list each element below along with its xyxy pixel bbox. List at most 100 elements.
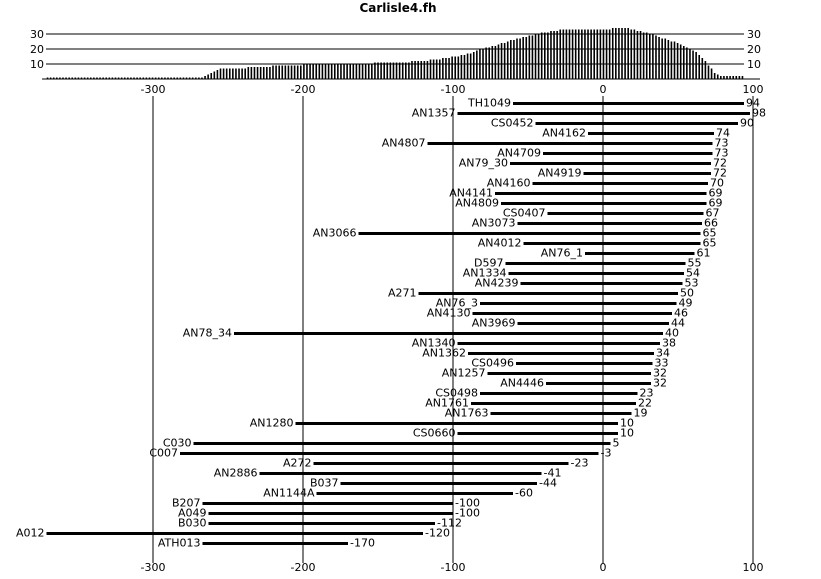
range-bar-end-value: 69 [709,187,723,200]
range-bar-end-value: -44 [539,477,557,490]
range-bar-end-value: 53 [685,277,699,290]
range-bar-label: AN2886 [214,467,258,480]
range-bar-label: C030 [163,437,192,450]
range-bar-end-value: 69 [709,197,723,210]
bottom-axis-tick-label: -200 [291,561,316,574]
range-bar-end-value: 19 [634,407,648,420]
top-axis-tick-label: 0 [600,83,607,96]
range-bar-label: AN4130 [427,307,471,320]
histogram-tick-label-left: 30 [30,28,44,41]
range-bar-label: CS0452 [491,117,534,130]
range-bar-end-value: -100 [455,497,480,510]
range-bar-end-value: 32 [653,377,667,390]
histogram-tick-label-left: 10 [30,58,44,71]
range-bar-label: D597 [474,257,503,270]
range-bar-end-value: 74 [716,127,730,140]
range-bar-label: AN1362 [422,347,466,360]
top-axis-tick-label: -100 [441,83,466,96]
range-bar-label: A049 [178,507,207,520]
range-bar-label: AN3073 [472,217,516,230]
range-bar-label: AN1334 [463,267,507,280]
range-bar-end-value: 61 [697,247,711,260]
range-bar-end-value: 46 [674,307,688,320]
range-bar-label: TH1049 [467,97,511,110]
top-axis: -300 -200 -100 0 100 [42,78,764,96]
range-bar-end-value: -23 [571,457,589,470]
range-bar-end-value: 5 [613,437,620,450]
histogram-bars [46,28,744,79]
range-bar-label: CS0660 [413,427,456,440]
range-bar-label: AN76_1 [541,247,583,260]
range-bar-end-value: -100 [455,507,480,520]
bottom-axis-tick-label: -100 [441,561,466,574]
range-bar-end-value: 38 [662,337,676,350]
range-bars: TH1049 94 AN1357 98 CS0452 90 AN4162 74 AN4807 73… [16,97,766,550]
range-bar-label: AN1280 [250,417,294,430]
range-bar-end-value: 40 [665,327,679,340]
range-bar-label: AN4012 [478,237,522,250]
histogram-tick-label-left: 20 [30,43,44,56]
range-bar-end-value: 72 [713,167,727,180]
range-bar-label: AN1763 [445,407,489,420]
range-bar-label: CS0407 [503,207,546,220]
range-bar-end-value: 55 [688,257,702,270]
range-bar-end-value: 50 [680,287,694,300]
range-bar-label: AN78_34 [183,327,232,340]
range-bar-label: AN4919 [538,167,582,180]
range-bar-end-value: -112 [437,517,462,530]
range-bar-end-value: -170 [350,537,375,550]
range-bar-label: CS0498 [435,387,478,400]
range-bar-end-value: 32 [653,367,667,380]
range-bar-label: AN4239 [475,277,519,290]
range-bar-end-value: 73 [715,137,729,150]
bottom-axis-tick-label: 100 [743,561,764,574]
range-bar-end-value: 49 [679,297,693,310]
range-bar-end-value: 33 [655,357,669,370]
bottom-axis-tick-label: 0 [600,561,607,574]
range-bar-end-value: 34 [656,347,670,360]
range-bar-label: B037 [310,477,339,490]
histogram-gridlines: 10 10 20 20 30 30 [30,28,761,71]
range-bar-label: AN4141 [449,187,493,200]
range-bar-label: AN4446 [500,377,544,390]
vertical-gridlines [152,96,754,563]
range-bar-label: AN3066 [313,227,357,240]
range-bar-label: AN1257 [442,367,486,380]
histogram-tick-label-right: 20 [747,43,761,56]
top-axis-tick-label: -300 [141,83,166,96]
range-bar-end-value: -3 [601,447,612,460]
range-bar-label: A272 [283,457,312,470]
range-bar-end-value: 67 [706,207,720,220]
range-bar-label: B030 [178,517,207,530]
bottom-axis-tick-label: -300 [141,561,166,574]
range-bar-end-value: 98 [752,107,766,120]
range-bar-end-value: -120 [425,527,450,540]
bottom-axis: -300 -200 -100 0 100 [141,561,764,574]
top-axis-tick-label: -200 [291,83,316,96]
range-bar-end-value: 22 [638,397,652,410]
range-bar-label: AN4809 [455,197,499,210]
range-bar-label: AN79_30 [459,157,508,170]
range-bar-label: A012 [16,527,45,540]
histogram-tick-label-right: 10 [747,58,761,71]
histogram-tick-label-right: 30 [747,28,761,41]
range-bar-end-value: 94 [746,97,760,110]
range-bar-end-value: 65 [703,227,717,240]
range-bar-label: AN1357 [412,107,456,120]
range-bar-label: AN1144A [263,487,315,500]
top-axis-tick-label: 100 [743,83,764,96]
range-bar-label: B207 [172,497,201,510]
range-bar-label: AN4162 [542,127,586,140]
range-bar-end-value: -41 [544,467,562,480]
range-bar-label: AN3969 [472,317,516,330]
range-bar-end-value: 10 [620,417,634,430]
range-bar-label: CS0496 [471,357,514,370]
range-bar-end-value: 54 [686,267,700,280]
range-bar-label: C007 [149,447,178,460]
range-bar-label: AN1761 [425,397,469,410]
range-bar-label: AN4807 [382,137,426,150]
range-bar-label: AN4709 [497,147,541,160]
range-bar-end-value: 10 [620,427,634,440]
range-bar-label: A271 [388,287,417,300]
